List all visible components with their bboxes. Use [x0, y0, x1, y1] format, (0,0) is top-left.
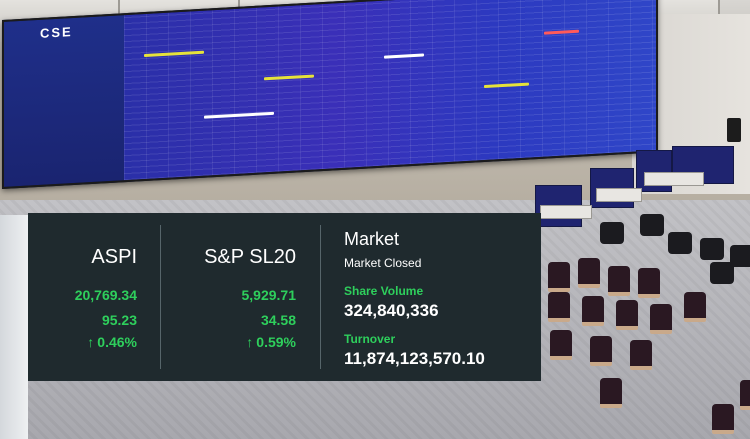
chair: [578, 258, 600, 288]
chair: [650, 304, 672, 334]
turnover-label: Turnover: [344, 332, 396, 346]
chair: [608, 266, 630, 296]
market-ticker-overlay: ASPI 20,769.34 95.23 ↑ 0.46% S&P SL20 5,9…: [28, 213, 541, 381]
market-status: Market Closed: [344, 256, 422, 270]
share-volume-value: 324,840,336: [344, 301, 439, 320]
chair: [616, 300, 638, 330]
booth-desk: [644, 172, 704, 186]
sp-sl20-change: 34.58: [260, 312, 296, 328]
board-summary-panel: CSE: [4, 15, 124, 187]
chair: [548, 292, 570, 322]
chair: [630, 340, 652, 370]
board-highlight: [484, 82, 529, 89]
left-glass-panel: [0, 215, 28, 439]
aspi-label: ASPI: [91, 246, 137, 268]
chair: [600, 378, 622, 408]
chair: [700, 238, 724, 260]
sp-sl20-label: S&P SL20: [204, 246, 296, 268]
sp-sl20-value: 5,929.71: [241, 287, 297, 303]
aspi-change: 95.23: [101, 312, 137, 328]
chair: [548, 262, 570, 292]
market-title: Market: [344, 229, 400, 249]
board-highlight: [384, 53, 424, 59]
wall-speaker: [727, 118, 741, 142]
chair: [550, 330, 572, 360]
turnover-value: 11,874,123,570.10: [344, 349, 485, 368]
board-logo: CSE: [40, 24, 73, 41]
sp-sl20-percent: 0.59%: [256, 334, 296, 350]
aspi-value: 20,769.34: [74, 287, 137, 303]
column-divider: [320, 225, 321, 369]
share-volume-label: Share Volume: [344, 284, 424, 298]
chair: [582, 296, 604, 326]
chair: [600, 222, 624, 244]
arrow-up-icon: ↑: [87, 334, 95, 350]
board-highlight: [544, 29, 579, 35]
booth-desk: [596, 188, 642, 202]
board-highlight: [204, 111, 274, 119]
chair: [638, 268, 660, 298]
aspi-percent-row: ↑ 0.46%: [87, 334, 137, 350]
board-highlight: [144, 50, 204, 58]
chair: [668, 232, 692, 254]
board-ticker-grid: [124, 0, 656, 181]
chair: [640, 214, 664, 236]
sp-sl20-percent-row: ↑ 0.59%: [246, 334, 296, 350]
aspi-percent: 0.46%: [97, 334, 137, 350]
chair: [712, 404, 734, 434]
chair: [710, 262, 734, 284]
chair: [730, 245, 750, 267]
arrow-up-icon: ↑: [246, 334, 254, 350]
booth-desk: [540, 205, 592, 219]
board-highlight: [264, 74, 314, 81]
chair: [684, 292, 706, 322]
chair: [740, 380, 750, 410]
chair: [590, 336, 612, 366]
column-divider: [160, 225, 161, 369]
